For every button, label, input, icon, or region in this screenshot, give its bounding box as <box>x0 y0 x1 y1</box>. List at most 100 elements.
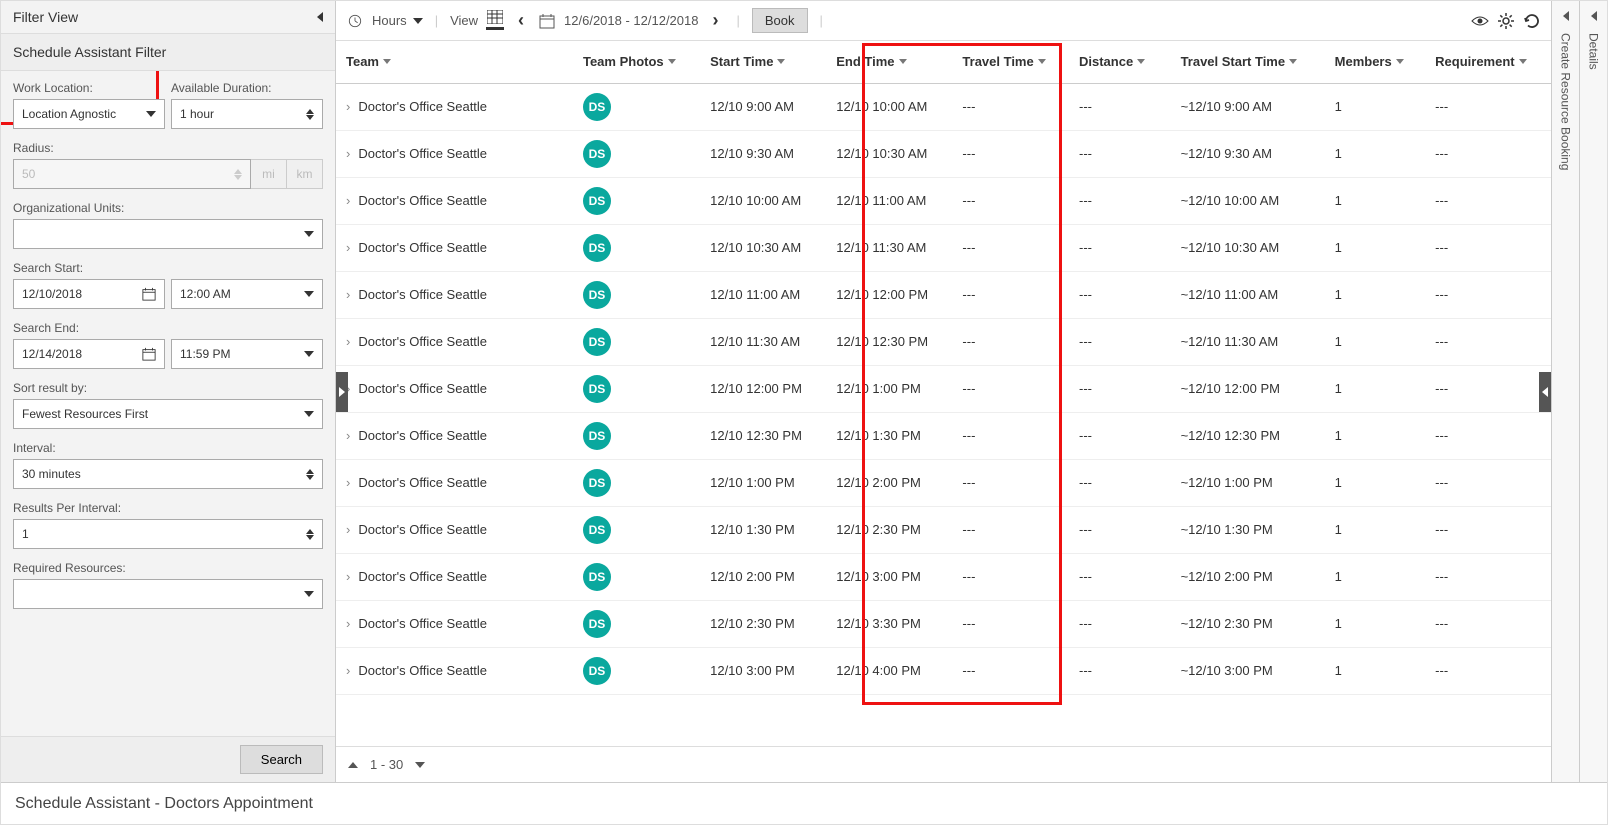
pager: 1 - 30 <box>336 746 1551 782</box>
avatar: DS <box>583 140 611 168</box>
distance: --- <box>1069 412 1171 459</box>
requirement: --- <box>1425 553 1551 600</box>
column-header[interactable]: End Time <box>826 41 952 83</box>
distance: --- <box>1069 130 1171 177</box>
travel-start-time: ~12/10 10:00 AM <box>1171 177 1325 224</box>
column-header[interactable]: Members <box>1325 41 1426 83</box>
radius-value: 50 <box>22 167 35 181</box>
table-row[interactable]: ›Doctor's Office SeattleDS12/10 11:30 AM… <box>336 318 1551 365</box>
org-units-select[interactable] <box>13 219 323 249</box>
book-button[interactable]: Book <box>752 8 808 33</box>
chevron-down-icon <box>304 231 314 237</box>
collapse-left-icon[interactable] <box>317 12 323 22</box>
column-header[interactable]: Travel Start Time <box>1171 41 1325 83</box>
expand-icon[interactable]: › <box>346 428 350 443</box>
expand-icon[interactable]: › <box>346 193 350 208</box>
eye-icon[interactable] <box>1471 12 1489 30</box>
table-row[interactable]: ›Doctor's Office SeattleDS12/10 9:30 AM1… <box>336 130 1551 177</box>
calendar-icon[interactable] <box>538 12 556 30</box>
column-header[interactable]: Requirement <box>1425 41 1551 83</box>
search-start-date[interactable]: 12/10/2018 <box>13 279 165 309</box>
results-per-interval-input[interactable]: 1 <box>13 519 323 549</box>
table-row[interactable]: ›Doctor's Office SeattleDS12/10 9:00 AM1… <box>336 83 1551 130</box>
pager-down-icon[interactable] <box>415 762 425 768</box>
left-collapse-handle[interactable] <box>336 372 348 412</box>
calendar-icon[interactable] <box>142 287 156 301</box>
unit-mi-button[interactable]: mi <box>251 159 287 189</box>
table-row[interactable]: ›Doctor's Office SeattleDS12/10 12:30 PM… <box>336 412 1551 459</box>
list-view-icon[interactable] <box>486 12 504 30</box>
distance: --- <box>1069 271 1171 318</box>
next-icon[interactable]: › <box>706 12 724 30</box>
expand-icon[interactable]: › <box>346 522 350 537</box>
chevron-down-icon <box>304 591 314 597</box>
table-row[interactable]: ›Doctor's Office SeattleDS12/10 10:00 AM… <box>336 177 1551 224</box>
team-name: Doctor's Office Seattle <box>358 616 487 631</box>
sort-by-select[interactable]: Fewest Resources First <box>13 399 323 429</box>
column-header[interactable]: Team Photos <box>573 41 700 83</box>
team-name: Doctor's Office Seattle <box>358 287 487 302</box>
end-time: 12/10 12:00 PM <box>826 271 952 318</box>
search-end-time[interactable]: 11:59 PM <box>171 339 323 369</box>
hours-dropdown[interactable]: Hours <box>372 13 423 28</box>
table-row[interactable]: ›Doctor's Office SeattleDS12/10 3:00 PM1… <box>336 647 1551 694</box>
column-header[interactable]: Team <box>336 41 573 83</box>
pager-up-icon[interactable] <box>348 762 358 768</box>
expand-icon[interactable]: › <box>346 334 350 349</box>
column-header[interactable]: Start Time <box>700 41 826 83</box>
calendar-icon[interactable] <box>142 347 156 361</box>
spinner-icon[interactable] <box>306 469 314 480</box>
chevron-down-icon <box>383 59 391 64</box>
chevron-down-icon <box>668 59 676 64</box>
spinner-icon[interactable] <box>306 109 314 120</box>
expand-icon[interactable]: › <box>346 240 350 255</box>
gear-icon[interactable] <box>1497 12 1515 30</box>
column-header[interactable]: Travel Time <box>952 41 1069 83</box>
expand-icon[interactable]: › <box>346 146 350 161</box>
avatar: DS <box>583 93 611 121</box>
search-button[interactable]: Search <box>240 745 323 774</box>
expand-icon[interactable]: › <box>346 616 350 631</box>
create-booking-label: Create Resource Booking <box>1559 33 1573 170</box>
spinner-icon[interactable] <box>306 529 314 540</box>
travel-time: --- <box>952 647 1069 694</box>
interval-input[interactable]: 30 minutes <box>13 459 323 489</box>
table-row[interactable]: ›Doctor's Office SeattleDS12/10 2:00 PM1… <box>336 553 1551 600</box>
details-rail[interactable]: Details <box>1579 1 1607 782</box>
prev-icon[interactable]: ‹ <box>512 12 530 30</box>
team-name: Doctor's Office Seattle <box>358 334 487 349</box>
table-row[interactable]: ›Doctor's Office SeattleDS12/10 10:30 AM… <box>336 224 1551 271</box>
available-duration-label: Available Duration: <box>171 81 323 95</box>
avatar: DS <box>583 375 611 403</box>
avatar: DS <box>583 469 611 497</box>
unit-km-button[interactable]: km <box>287 159 323 189</box>
create-booking-rail[interactable]: Create Resource Booking <box>1551 1 1579 782</box>
search-start-time[interactable]: 12:00 AM <box>171 279 323 309</box>
distance: --- <box>1069 459 1171 506</box>
available-duration-input[interactable]: 1 hour <box>171 99 323 129</box>
table-row[interactable]: ›Doctor's Office SeattleDS12/10 11:00 AM… <box>336 271 1551 318</box>
search-end-date[interactable]: 12/14/2018 <box>13 339 165 369</box>
table-row[interactable]: ›Doctor's Office SeattleDS12/10 1:00 PM1… <box>336 459 1551 506</box>
travel-start-time: ~12/10 1:00 PM <box>1171 459 1325 506</box>
expand-icon[interactable]: › <box>346 99 350 114</box>
expand-icon[interactable]: › <box>346 475 350 490</box>
right-collapse-handle[interactable] <box>1539 372 1551 412</box>
required-resources-select[interactable] <box>13 579 323 609</box>
expand-icon[interactable]: › <box>346 663 350 678</box>
table-row[interactable]: ›Doctor's Office SeattleDS12/10 2:30 PM1… <box>336 600 1551 647</box>
column-header[interactable]: Distance <box>1069 41 1171 83</box>
travel-time: --- <box>952 459 1069 506</box>
table-row[interactable]: ›Doctor's Office SeattleDS12/10 1:30 PM1… <box>336 506 1551 553</box>
chevron-down-icon <box>777 59 785 64</box>
travel-time: --- <box>952 365 1069 412</box>
refresh-icon[interactable] <box>1523 12 1541 30</box>
expand-icon[interactable]: › <box>346 287 350 302</box>
search-end-time-value: 11:59 PM <box>180 347 230 361</box>
expand-icon[interactable]: › <box>346 569 350 584</box>
start-time: 12/10 11:30 AM <box>700 318 826 365</box>
work-location-select[interactable]: Location Agnostic <box>13 99 165 129</box>
view-label: View <box>450 13 478 28</box>
table-row[interactable]: ›Doctor's Office SeattleDS12/10 12:00 PM… <box>336 365 1551 412</box>
results-panel: Hours | View ‹ 12/6/2018 - 12/12/2018 › … <box>336 1 1551 782</box>
